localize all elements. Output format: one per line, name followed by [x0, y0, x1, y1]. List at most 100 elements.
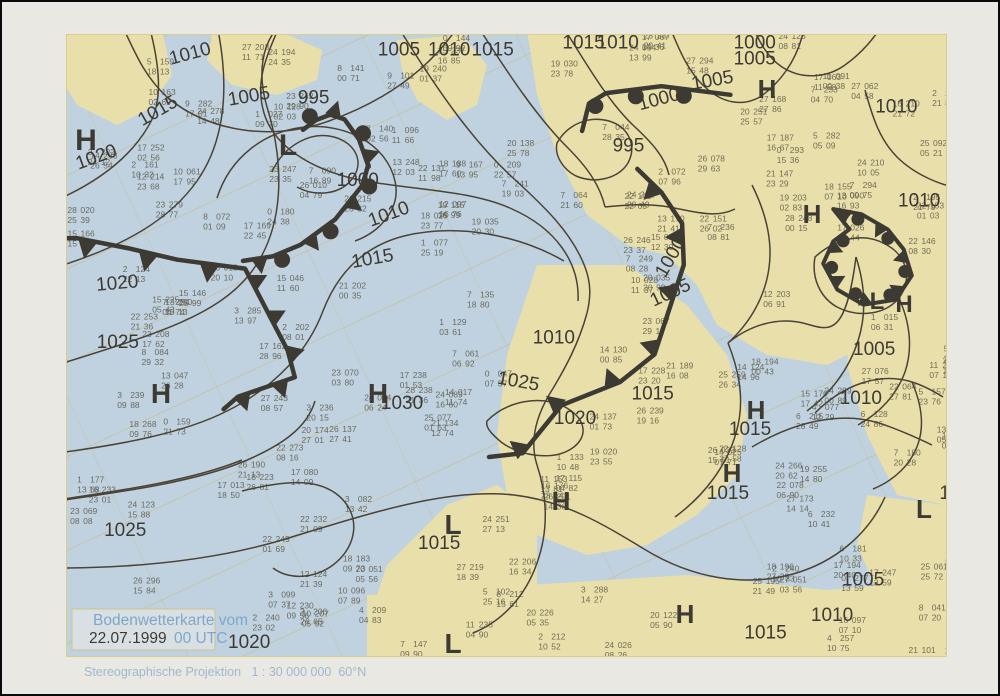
svg-text:61: 61 — [452, 327, 462, 337]
svg-text:10: 10 — [274, 101, 284, 111]
svg-text:19: 19 — [434, 248, 444, 258]
svg-text:097: 097 — [852, 615, 866, 625]
svg-text:07: 07 — [824, 191, 834, 201]
svg-text:23: 23 — [590, 456, 600, 466]
svg-text:1020: 1020 — [228, 632, 270, 653]
svg-text:34: 34 — [522, 567, 532, 577]
svg-text:03: 03 — [780, 584, 790, 594]
svg-text:247: 247 — [282, 164, 296, 174]
svg-text:123: 123 — [141, 499, 155, 509]
svg-text:22: 22 — [300, 514, 310, 524]
svg-text:05: 05 — [813, 140, 823, 150]
svg-text:17: 17 — [244, 221, 254, 231]
svg-text:26: 26 — [708, 445, 718, 455]
svg-text:232: 232 — [313, 514, 327, 524]
svg-text:23: 23 — [551, 68, 561, 78]
svg-text:252: 252 — [150, 142, 164, 152]
svg-text:26: 26 — [329, 424, 339, 434]
svg-text:97: 97 — [247, 316, 257, 326]
svg-text:137: 137 — [342, 424, 356, 434]
svg-text:1015: 1015 — [632, 384, 674, 405]
svg-text:13: 13 — [496, 524, 506, 534]
svg-text:209: 209 — [507, 160, 521, 170]
svg-text:28: 28 — [785, 213, 795, 223]
svg-text:35: 35 — [282, 174, 292, 184]
svg-text:151: 151 — [713, 214, 727, 224]
svg-text:08: 08 — [605, 650, 615, 656]
svg-text:19: 19 — [502, 189, 512, 199]
svg-text:159: 159 — [176, 417, 190, 427]
svg-text:04: 04 — [466, 629, 476, 639]
svg-text:H: H — [895, 291, 912, 318]
svg-text:294: 294 — [863, 180, 877, 190]
svg-text:09: 09 — [287, 610, 297, 620]
svg-text:13: 13 — [657, 213, 667, 223]
svg-text:9: 9 — [387, 71, 392, 81]
svg-text:1005: 1005 — [853, 339, 895, 360]
svg-text:26: 26 — [698, 153, 708, 163]
svg-text:15: 15 — [179, 288, 189, 298]
svg-text:1010: 1010 — [811, 605, 853, 626]
svg-text:190: 190 — [251, 459, 265, 469]
svg-text:1005: 1005 — [378, 40, 420, 61]
svg-text:169: 169 — [257, 221, 271, 231]
svg-text:7: 7 — [502, 179, 507, 189]
svg-text:78: 78 — [564, 68, 574, 78]
svg-text:93: 93 — [850, 201, 860, 211]
svg-text:13: 13 — [456, 170, 466, 180]
svg-text:061: 061 — [186, 167, 200, 177]
svg-text:228: 228 — [651, 365, 665, 375]
svg-text:04: 04 — [359, 615, 369, 625]
svg-text:7: 7 — [560, 190, 565, 200]
svg-text:239: 239 — [650, 405, 664, 415]
svg-text:09: 09 — [216, 221, 226, 231]
svg-text:H: H — [676, 599, 695, 629]
svg-text:294: 294 — [699, 56, 713, 66]
svg-text:27: 27 — [329, 434, 339, 444]
svg-text:7: 7 — [162, 297, 167, 307]
svg-text:21: 21 — [766, 168, 776, 178]
svg-text:26: 26 — [637, 405, 647, 415]
svg-text:81: 81 — [902, 392, 912, 402]
svg-text:238: 238 — [413, 370, 427, 380]
svg-text:3: 3 — [945, 546, 946, 556]
svg-text:11: 11 — [929, 360, 938, 370]
svg-text:22: 22 — [418, 163, 428, 173]
svg-text:240: 240 — [266, 613, 280, 623]
svg-text:25: 25 — [719, 370, 729, 380]
svg-text:180: 180 — [280, 207, 294, 217]
svg-text:71: 71 — [350, 73, 360, 83]
svg-text:146: 146 — [921, 236, 935, 246]
svg-text:3: 3 — [117, 390, 122, 400]
svg-text:23: 23 — [269, 174, 279, 184]
svg-text:25: 25 — [507, 148, 517, 158]
svg-text:0: 0 — [163, 417, 168, 427]
svg-text:78: 78 — [520, 148, 530, 158]
svg-text:41: 41 — [821, 519, 831, 529]
svg-text:26: 26 — [719, 380, 729, 390]
svg-text:061: 061 — [465, 348, 479, 358]
svg-text:00: 00 — [600, 355, 610, 365]
svg-text:210: 210 — [870, 158, 884, 168]
svg-text:194: 194 — [764, 356, 778, 366]
svg-text:101: 101 — [922, 645, 936, 655]
svg-text:215: 215 — [357, 193, 371, 203]
svg-text:153: 153 — [553, 474, 567, 484]
svg-text:26: 26 — [300, 617, 310, 627]
svg-text:29: 29 — [698, 163, 708, 173]
svg-text:282: 282 — [826, 130, 840, 140]
svg-text:137: 137 — [603, 412, 617, 422]
svg-text:1010: 1010 — [898, 190, 940, 211]
svg-text:26: 26 — [133, 575, 143, 585]
svg-text:32: 32 — [144, 169, 154, 179]
svg-text:76: 76 — [452, 209, 462, 219]
svg-text:L: L — [870, 288, 885, 315]
svg-text:16: 16 — [89, 484, 99, 494]
svg-text:09: 09 — [117, 400, 127, 410]
svg-text:02: 02 — [780, 203, 790, 213]
svg-text:097: 097 — [452, 199, 466, 209]
svg-text:046: 046 — [290, 273, 304, 283]
svg-text:04: 04 — [851, 91, 861, 101]
svg-text:35: 35 — [540, 618, 550, 628]
svg-text:15: 15 — [128, 509, 138, 519]
